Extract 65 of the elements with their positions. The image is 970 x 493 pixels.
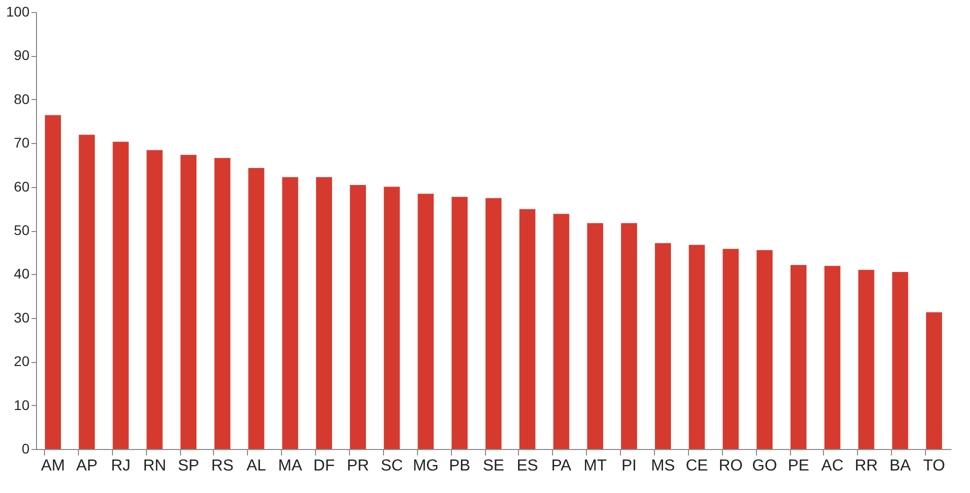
y-tick-label: 40 — [14, 266, 30, 282]
bar — [824, 266, 840, 449]
y-tick-label: 10 — [14, 396, 30, 413]
bar — [316, 177, 332, 449]
bar — [858, 270, 874, 449]
x-tick-label: AP — [76, 458, 98, 474]
x-tick-label: RR — [854, 458, 878, 474]
x-tick-label: SP — [178, 458, 200, 474]
bar — [146, 150, 163, 449]
bar — [44, 115, 61, 449]
y-tick-label: 0 — [22, 440, 30, 456]
x-tick-label: PI — [621, 458, 637, 474]
x-tick-label: AC — [821, 458, 844, 474]
x-tick-label: TO — [923, 458, 946, 474]
x-tick-label: RS — [211, 458, 234, 474]
bar — [418, 194, 434, 449]
x-tick-label: ES — [516, 458, 538, 474]
y-tick-label: 50 — [14, 222, 30, 238]
x-tick-label: MG — [412, 458, 439, 474]
bar — [282, 177, 298, 449]
bar — [553, 214, 570, 449]
bar — [248, 168, 264, 449]
bar — [621, 223, 638, 449]
x-tick-label: GO — [752, 458, 778, 474]
x-tick-label: RJ — [110, 458, 131, 474]
x-tick-label: PA — [551, 458, 572, 474]
x-tick-label: MT — [584, 458, 607, 474]
x-tick-label: DF — [313, 458, 335, 474]
bar — [790, 265, 806, 449]
x-tick-label: AM — [40, 458, 65, 474]
x-tick-label: MS — [650, 458, 675, 474]
bar — [214, 158, 230, 449]
y-tick-label: 20 — [14, 353, 30, 370]
x-tick-label: BA — [889, 458, 912, 474]
y-tick-label: 70 — [14, 134, 30, 151]
x-tick-label: PR — [346, 458, 370, 474]
bar — [180, 154, 196, 449]
y-tick-label: 30 — [14, 309, 30, 326]
bar — [519, 209, 536, 449]
bar — [688, 244, 705, 449]
x-tick-label: MA — [278, 458, 302, 474]
y-tick-label: 90 — [14, 47, 30, 64]
bar — [486, 198, 502, 449]
bar — [78, 134, 95, 449]
bar — [112, 142, 129, 449]
bar — [384, 186, 400, 449]
bar — [926, 312, 942, 449]
x-tick-label: AL — [246, 458, 266, 474]
x-tick-label: PE — [788, 458, 810, 474]
y-tick-label: 60 — [14, 178, 30, 194]
x-tick-label: PB — [448, 458, 470, 474]
bar — [722, 248, 739, 449]
bar — [587, 223, 604, 449]
x-tick-label: CE — [686, 458, 708, 474]
bar — [892, 272, 908, 449]
x-tick-label: SE — [482, 458, 504, 474]
bar — [654, 243, 671, 449]
x-tick-label: RO — [718, 458, 743, 474]
x-tick-label: SC — [380, 458, 403, 474]
x-tick-label: RN — [143, 458, 166, 474]
bar — [756, 250, 773, 449]
bar — [452, 196, 468, 449]
y-tick-label: 100 — [6, 4, 30, 20]
bar — [350, 185, 366, 449]
y-tick-label: 80 — [14, 90, 30, 107]
